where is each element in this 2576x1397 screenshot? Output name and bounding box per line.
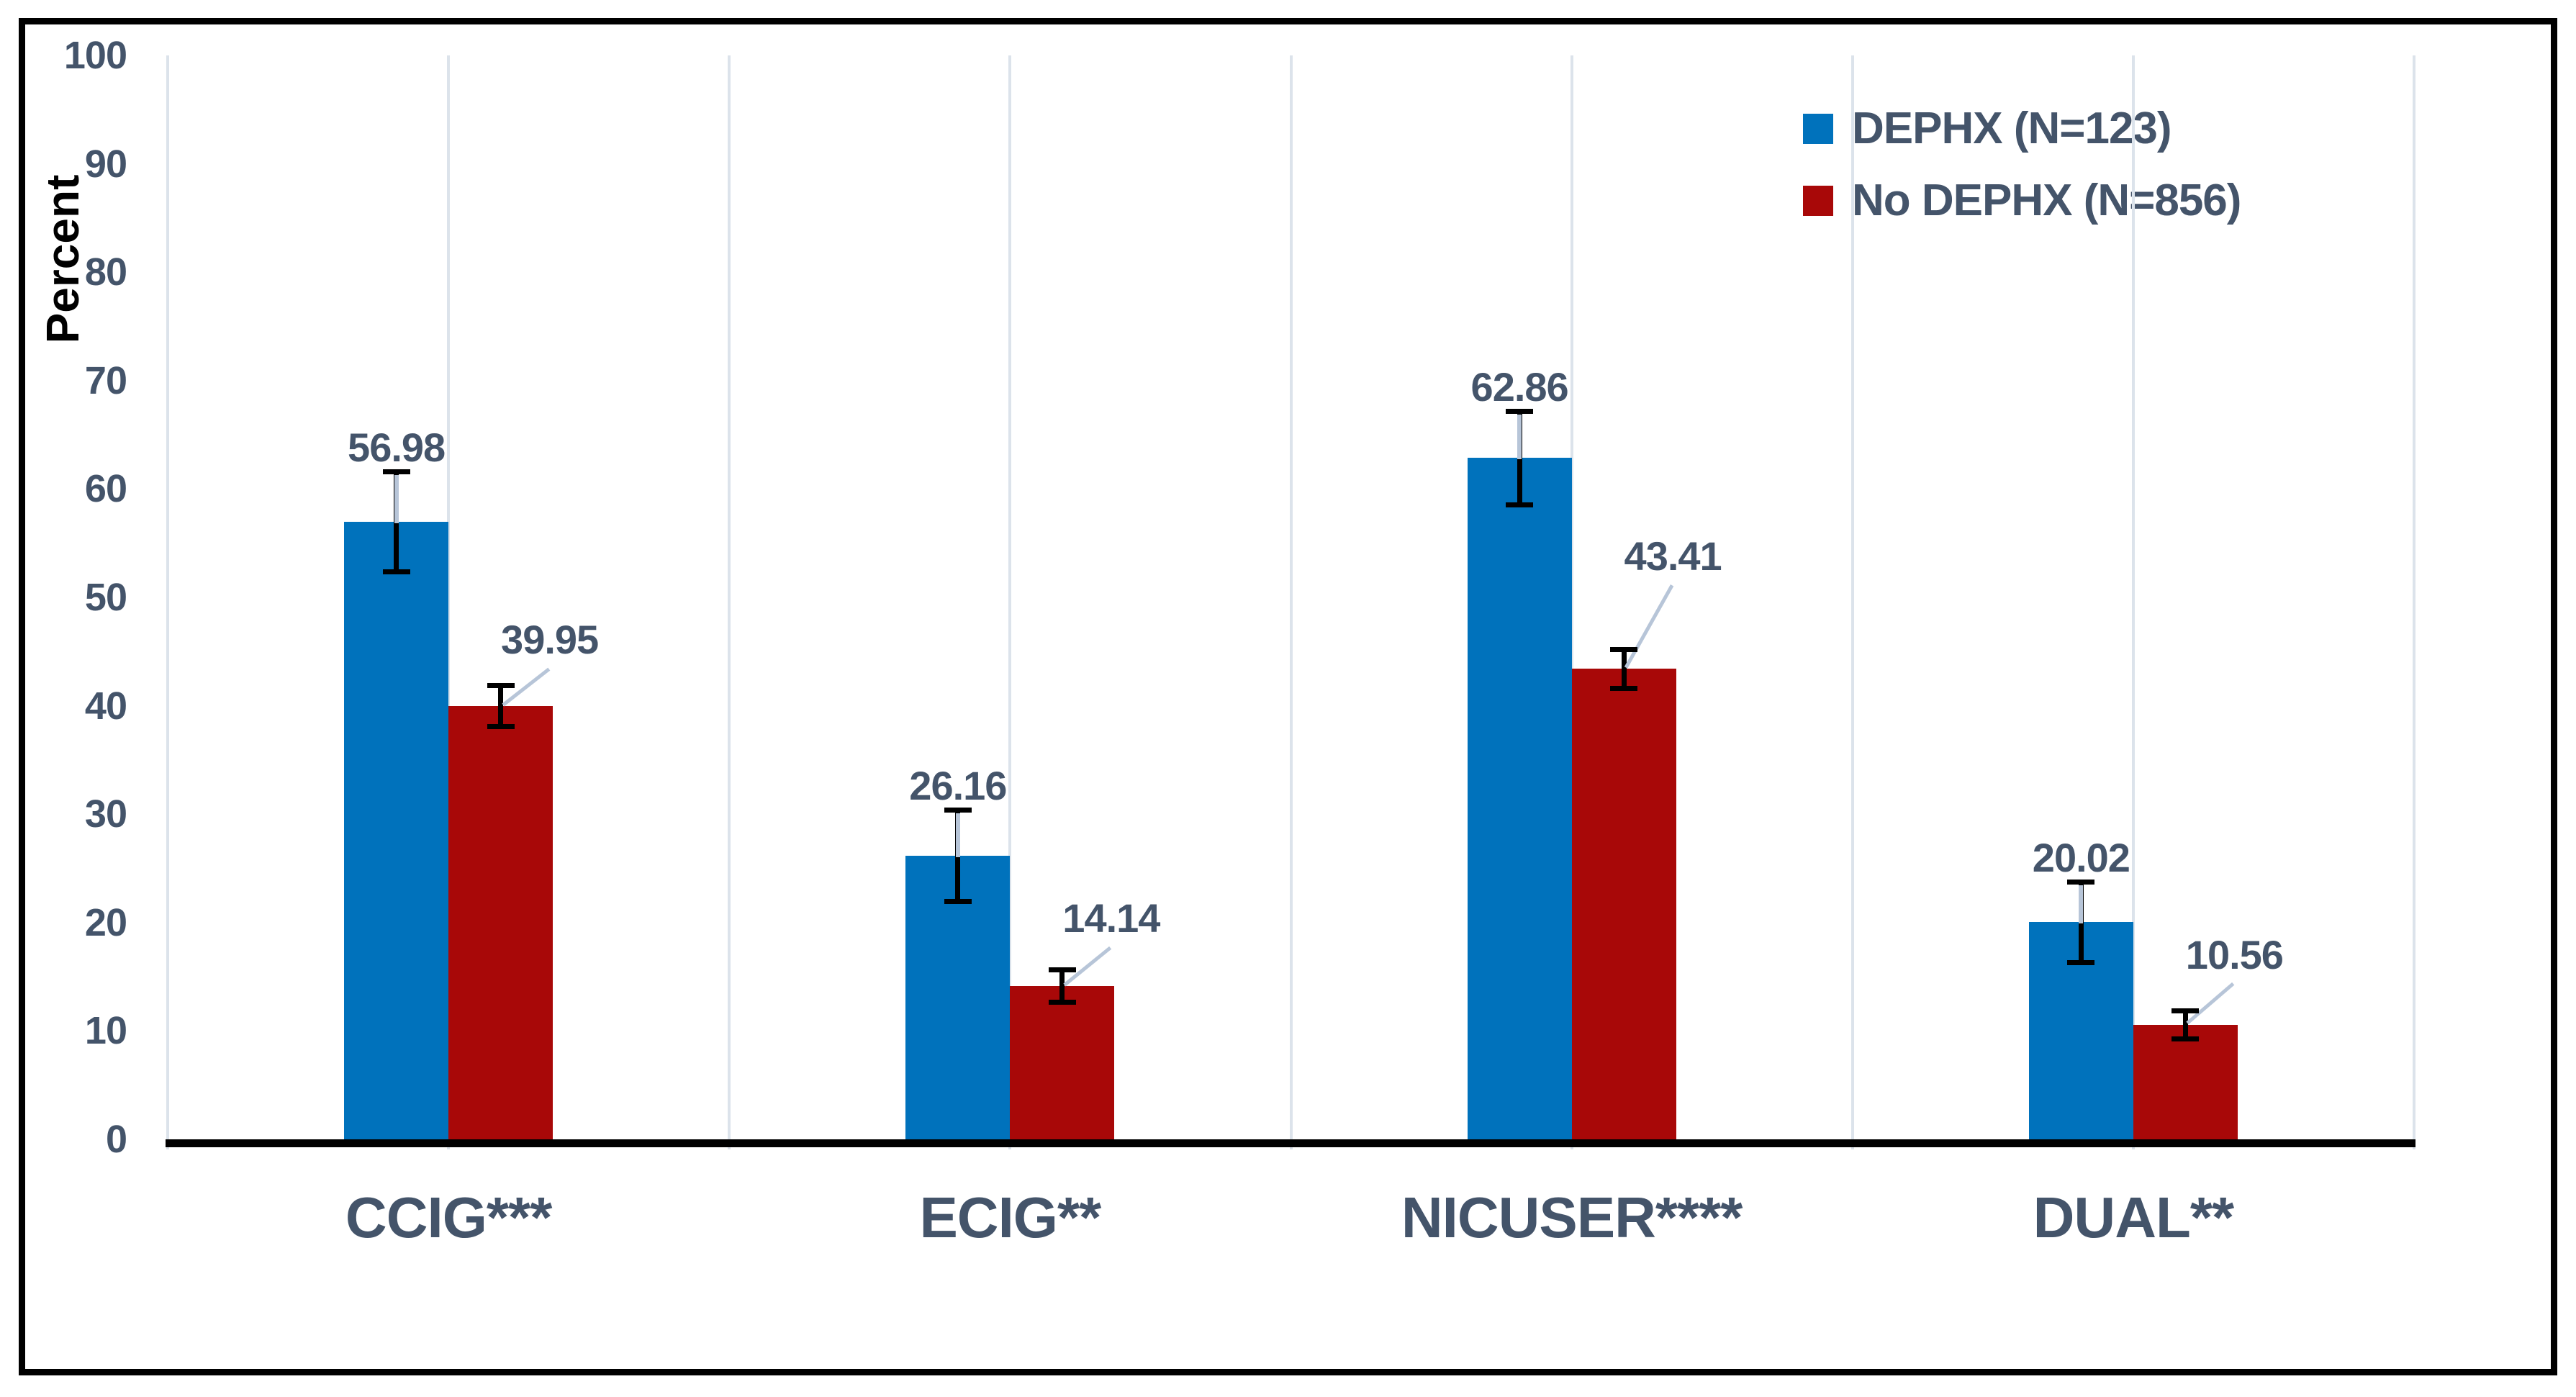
leader-line-dephx-n-123-ccig bbox=[394, 474, 399, 523]
x-axis-label-ecig: ECIG** bbox=[919, 1185, 1101, 1249]
bar-no-dephx-n-856-ecig bbox=[1010, 986, 1115, 1139]
gridline-vertical bbox=[166, 55, 169, 1149]
error-cap-bottom-dephx-n-123-ccig bbox=[382, 569, 410, 574]
bar-dephx-n-123-ccig bbox=[344, 521, 449, 1139]
data-label-dephx-n-123-dual: 20.02 bbox=[2032, 834, 2130, 880]
legend-swatch-dephx-n-123 bbox=[1803, 114, 1833, 144]
error-cap-bottom-dephx-n-123-nicuser bbox=[1506, 502, 1534, 507]
y-tick-label-80: 80 bbox=[84, 250, 127, 294]
error-cap-bottom-no-dephx-n-856-nicuser bbox=[1610, 685, 1638, 691]
y-tick-label-60: 60 bbox=[84, 467, 127, 511]
gridline-vertical bbox=[1008, 55, 1012, 1149]
y-tick-label-0: 0 bbox=[105, 1118, 127, 1161]
error-cap-bottom-no-dephx-n-856-ccig bbox=[487, 724, 515, 730]
y-tick-label-40: 40 bbox=[84, 684, 127, 728]
y-tick-label-10: 10 bbox=[84, 1009, 127, 1053]
gridline-vertical bbox=[1289, 55, 1293, 1149]
data-label-no-dephx-n-856-ecig: 14.14 bbox=[1062, 895, 1160, 941]
gridline-vertical bbox=[1850, 55, 1854, 1149]
gridline-vertical bbox=[728, 55, 731, 1149]
x-axis-label-dual: DUAL** bbox=[2033, 1185, 2234, 1249]
data-label-dephx-n-123-ecig: 26.16 bbox=[909, 762, 1007, 808]
data-label-no-dephx-n-856-ccig: 39.95 bbox=[501, 617, 599, 663]
leader-line-dephx-n-123-ecig bbox=[955, 813, 960, 858]
gridline-vertical bbox=[1570, 55, 1573, 1149]
error-cap-bottom-dephx-n-123-dual bbox=[2067, 959, 2095, 965]
data-label-dephx-n-123-nicuser: 62.86 bbox=[1470, 363, 1569, 410]
y-tick-label-20: 20 bbox=[84, 900, 127, 944]
bar-dephx-n-123-nicuser bbox=[1467, 458, 1572, 1139]
legend-item-no-dephx-n-856: No DEPHX (N=856) bbox=[1803, 177, 2241, 225]
legend-label-dephx-n-123: DEPHX (N=123) bbox=[1852, 104, 2172, 153]
y-tick-label-90: 90 bbox=[84, 142, 127, 186]
x-axis-label-ccig: CCIG*** bbox=[345, 1185, 552, 1249]
y-tick-label-70: 70 bbox=[84, 358, 127, 402]
error-cap-top-dephx-n-123-dual bbox=[2067, 880, 2095, 885]
error-cap-top-no-dephx-n-856-nicuser bbox=[1610, 646, 1638, 652]
leader-line-dephx-n-123-dual bbox=[2079, 885, 2084, 924]
error-bar-no-dephx-n-856-nicuser bbox=[1621, 649, 1627, 689]
error-cap-top-dephx-n-123-ccig bbox=[382, 469, 410, 475]
legend-item-dephx-n-123: DEPHX (N=123) bbox=[1803, 104, 2172, 153]
error-bar-no-dephx-n-856-ecig bbox=[1059, 969, 1065, 1003]
error-cap-top-no-dephx-n-856-ccig bbox=[487, 683, 515, 689]
data-label-no-dephx-n-856-nicuser: 43.41 bbox=[1624, 533, 1722, 579]
error-cap-top-dephx-n-123-nicuser bbox=[1506, 409, 1534, 415]
bar-no-dephx-n-856-ccig bbox=[448, 706, 553, 1139]
x-axis-label-nicuser: NICUSER**** bbox=[1401, 1185, 1743, 1249]
chart-border-frame bbox=[19, 18, 2557, 1375]
data-label-dephx-n-123-ccig: 56.98 bbox=[348, 424, 446, 470]
y-tick-label-50: 50 bbox=[84, 576, 127, 619]
x-axis-baseline bbox=[166, 1139, 2415, 1147]
legend-label-no-dephx-n-856: No DEPHX (N=856) bbox=[1852, 176, 2241, 225]
error-cap-top-no-dephx-n-856-dual bbox=[2171, 1008, 2200, 1013]
legend-swatch-no-dephx-n-856 bbox=[1803, 186, 1833, 216]
error-bar-no-dephx-n-856-dual bbox=[2182, 1011, 2188, 1039]
gridline-vertical bbox=[2413, 55, 2415, 1149]
y-tick-label-30: 30 bbox=[84, 792, 127, 836]
error-bar-no-dephx-n-856-ccig bbox=[498, 685, 504, 727]
leader-line-dephx-n-123-nicuser bbox=[1517, 414, 1522, 460]
error-cap-top-dephx-n-123-ecig bbox=[944, 808, 972, 813]
error-cap-bottom-dephx-n-123-ecig bbox=[944, 898, 972, 904]
bar-no-dephx-n-856-dual bbox=[2133, 1024, 2238, 1139]
gridline-vertical bbox=[2131, 55, 2135, 1149]
bar-no-dephx-n-856-nicuser bbox=[1571, 669, 1676, 1139]
gridline-vertical bbox=[447, 55, 451, 1149]
error-cap-bottom-no-dephx-n-856-ecig bbox=[1048, 1000, 1076, 1005]
data-label-no-dephx-n-856-dual: 10.56 bbox=[2185, 931, 2284, 977]
error-cap-bottom-no-dephx-n-856-dual bbox=[2171, 1036, 2200, 1042]
y-tick-label-100: 100 bbox=[63, 34, 127, 77]
error-cap-top-no-dephx-n-856-ecig bbox=[1048, 967, 1076, 972]
